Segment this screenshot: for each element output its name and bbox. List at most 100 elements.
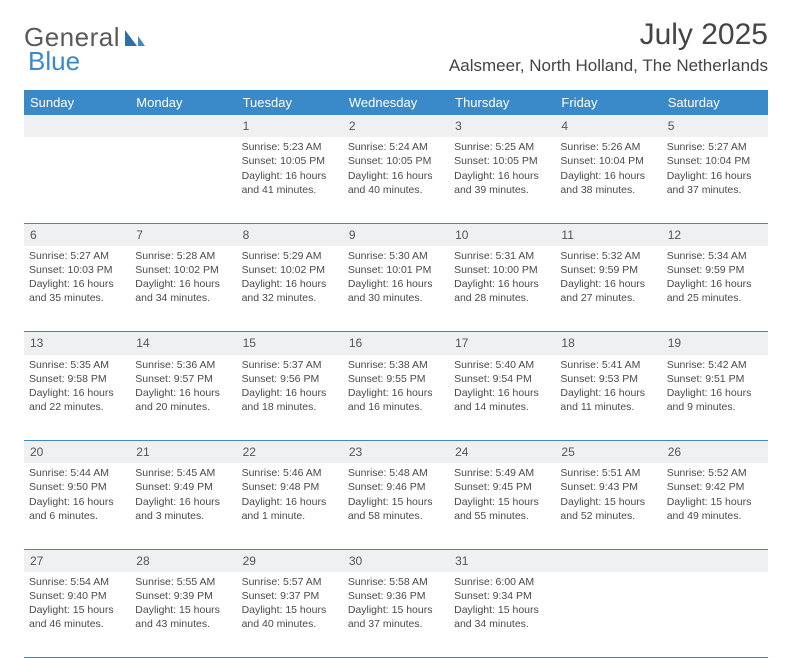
day-number-cell: 18: [555, 332, 661, 355]
day-header: Saturday: [662, 90, 768, 115]
day-cell: Sunrise: 5:48 AMSunset: 9:46 PMDaylight:…: [343, 463, 449, 549]
sunset-line: Sunset: 9:46 PM: [348, 480, 444, 494]
day-cell: Sunrise: 5:25 AMSunset: 10:05 PMDaylight…: [449, 137, 555, 223]
sunset-line: Sunset: 10:05 PM: [242, 154, 338, 168]
day-header: Wednesday: [343, 90, 449, 115]
day-number-cell: 23: [343, 441, 449, 464]
sunrise-line: Sunrise: 5:48 AM: [348, 466, 444, 480]
day-number-cell: 2: [343, 115, 449, 137]
daylight-line: Daylight: 16 hours and 3 minutes.: [135, 495, 231, 523]
daylight-line: Daylight: 16 hours and 25 minutes.: [667, 277, 763, 305]
day-body-row: Sunrise: 5:35 AMSunset: 9:58 PMDaylight:…: [24, 355, 768, 441]
sunrise-line: Sunrise: 5:52 AM: [667, 466, 763, 480]
day-header: Tuesday: [237, 90, 343, 115]
sunset-line: Sunset: 10:01 PM: [348, 263, 444, 277]
day-header: Friday: [555, 90, 661, 115]
day-number-cell: 6: [24, 223, 130, 246]
day-number-cell: [662, 549, 768, 572]
location: Aalsmeer, North Holland, The Netherlands: [449, 56, 768, 76]
daylight-line: Daylight: 16 hours and 22 minutes.: [29, 386, 125, 414]
sunrise-line: Sunrise: 5:54 AM: [29, 575, 125, 589]
sunset-line: Sunset: 9:39 PM: [135, 589, 231, 603]
daylight-line: Daylight: 16 hours and 9 minutes.: [667, 386, 763, 414]
day-cell: Sunrise: 5:35 AMSunset: 9:58 PMDaylight:…: [24, 355, 130, 441]
sunrise-line: Sunrise: 5:32 AM: [560, 249, 656, 263]
day-number-cell: 4: [555, 115, 661, 137]
sunrise-line: Sunrise: 5:44 AM: [29, 466, 125, 480]
sunset-line: Sunset: 10:05 PM: [454, 154, 550, 168]
sunset-line: Sunset: 9:59 PM: [667, 263, 763, 277]
daylight-line: Daylight: 16 hours and 16 minutes.: [348, 386, 444, 414]
daynum-row: 6789101112: [24, 223, 768, 246]
day-cell: Sunrise: 5:38 AMSunset: 9:55 PMDaylight:…: [343, 355, 449, 441]
sunrise-line: Sunrise: 5:38 AM: [348, 358, 444, 372]
sunrise-line: Sunrise: 5:57 AM: [242, 575, 338, 589]
daylight-line: Daylight: 16 hours and 38 minutes.: [560, 169, 656, 197]
daylight-line: Daylight: 16 hours and 27 minutes.: [560, 277, 656, 305]
day-cell: Sunrise: 5:29 AMSunset: 10:02 PMDaylight…: [237, 246, 343, 332]
day-cell: Sunrise: 5:36 AMSunset: 9:57 PMDaylight:…: [130, 355, 236, 441]
daylight-line: Daylight: 15 hours and 34 minutes.: [454, 603, 550, 631]
day-header: Monday: [130, 90, 236, 115]
sunset-line: Sunset: 9:57 PM: [135, 372, 231, 386]
day-number-cell: 1: [237, 115, 343, 137]
daylight-line: Daylight: 16 hours and 39 minutes.: [454, 169, 550, 197]
day-cell: Sunrise: 5:31 AMSunset: 10:00 PMDaylight…: [449, 246, 555, 332]
sunrise-line: Sunrise: 5:46 AM: [242, 466, 338, 480]
day-number-cell: 14: [130, 332, 236, 355]
sunrise-line: Sunrise: 5:45 AM: [135, 466, 231, 480]
sunrise-line: Sunrise: 5:58 AM: [348, 575, 444, 589]
sunrise-line: Sunrise: 5:41 AM: [560, 358, 656, 372]
sunset-line: Sunset: 9:43 PM: [560, 480, 656, 494]
day-cell: Sunrise: 5:28 AMSunset: 10:02 PMDaylight…: [130, 246, 236, 332]
day-cell: Sunrise: 5:34 AMSunset: 9:59 PMDaylight:…: [662, 246, 768, 332]
title-block: July 2025 Aalsmeer, North Holland, The N…: [449, 18, 768, 76]
day-header: Thursday: [449, 90, 555, 115]
day-number-cell: 12: [662, 223, 768, 246]
daylight-line: Daylight: 16 hours and 28 minutes.: [454, 277, 550, 305]
daylight-line: Daylight: 16 hours and 1 minute.: [242, 495, 338, 523]
day-number-cell: 28: [130, 549, 236, 572]
sunrise-line: Sunrise: 6:00 AM: [454, 575, 550, 589]
day-number-cell: 9: [343, 223, 449, 246]
day-number-cell: 19: [662, 332, 768, 355]
day-number-cell: 20: [24, 441, 130, 464]
sunset-line: Sunset: 9:37 PM: [242, 589, 338, 603]
daynum-row: 13141516171819: [24, 332, 768, 355]
sunset-line: Sunset: 9:48 PM: [242, 480, 338, 494]
day-cell: Sunrise: 5:58 AMSunset: 9:36 PMDaylight:…: [343, 572, 449, 658]
sunrise-line: Sunrise: 5:25 AM: [454, 140, 550, 154]
day-number-cell: 10: [449, 223, 555, 246]
sunrise-line: Sunrise: 5:26 AM: [560, 140, 656, 154]
sunset-line: Sunset: 9:56 PM: [242, 372, 338, 386]
daylight-line: Daylight: 16 hours and 30 minutes.: [348, 277, 444, 305]
daylight-line: Daylight: 15 hours and 49 minutes.: [667, 495, 763, 523]
day-cell: Sunrise: 5:24 AMSunset: 10:05 PMDaylight…: [343, 137, 449, 223]
day-number-cell: 24: [449, 441, 555, 464]
sunset-line: Sunset: 9:36 PM: [348, 589, 444, 603]
sunset-line: Sunset: 10:04 PM: [560, 154, 656, 168]
day-cell: Sunrise: 5:27 AMSunset: 10:03 PMDaylight…: [24, 246, 130, 332]
day-body-row: Sunrise: 5:44 AMSunset: 9:50 PMDaylight:…: [24, 463, 768, 549]
sunrise-line: Sunrise: 5:29 AM: [242, 249, 338, 263]
day-cell: Sunrise: 5:57 AMSunset: 9:37 PMDaylight:…: [237, 572, 343, 658]
sunrise-line: Sunrise: 5:37 AM: [242, 358, 338, 372]
daylight-line: Daylight: 16 hours and 37 minutes.: [667, 169, 763, 197]
daylight-line: Daylight: 16 hours and 41 minutes.: [242, 169, 338, 197]
daylight-line: Daylight: 16 hours and 6 minutes.: [29, 495, 125, 523]
sunset-line: Sunset: 10:02 PM: [242, 263, 338, 277]
day-number-cell: [130, 115, 236, 137]
daylight-line: Daylight: 16 hours and 35 minutes.: [29, 277, 125, 305]
sunrise-line: Sunrise: 5:31 AM: [454, 249, 550, 263]
sunrise-line: Sunrise: 5:35 AM: [29, 358, 125, 372]
sunset-line: Sunset: 9:54 PM: [454, 372, 550, 386]
day-cell: Sunrise: 5:46 AMSunset: 9:48 PMDaylight:…: [237, 463, 343, 549]
day-cell: Sunrise: 5:42 AMSunset: 9:51 PMDaylight:…: [662, 355, 768, 441]
day-cell: Sunrise: 5:23 AMSunset: 10:05 PMDaylight…: [237, 137, 343, 223]
day-cell: [24, 137, 130, 223]
sunset-line: Sunset: 9:53 PM: [560, 372, 656, 386]
day-cell: Sunrise: 5:40 AMSunset: 9:54 PMDaylight:…: [449, 355, 555, 441]
day-cell: [555, 572, 661, 658]
daylight-line: Daylight: 15 hours and 46 minutes.: [29, 603, 125, 631]
daylight-line: Daylight: 15 hours and 37 minutes.: [348, 603, 444, 631]
